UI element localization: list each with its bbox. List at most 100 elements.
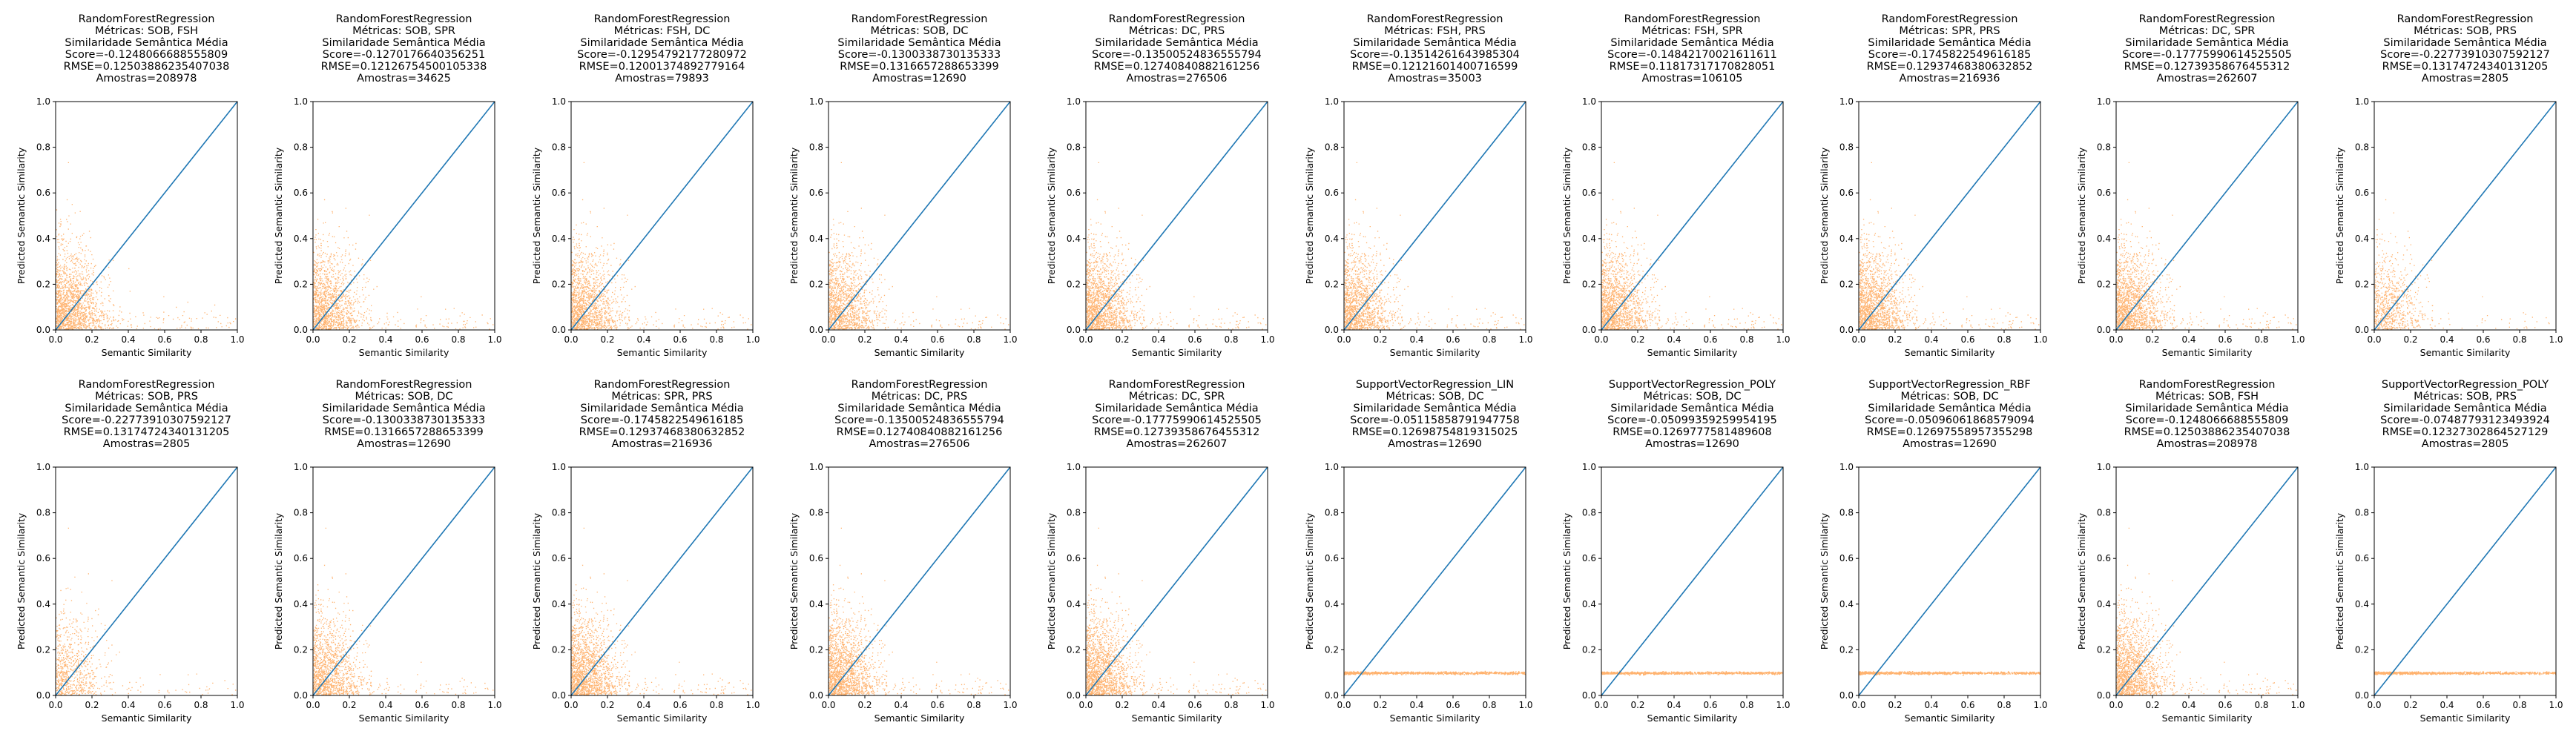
x-tick-label: 0.4 [1409, 700, 1423, 710]
x-tick-label: 0.8 [1482, 700, 1496, 710]
chart-title-line: RMSE=0.12937468380632852 [1867, 61, 2033, 73]
x-tick-label: 0.2 [85, 700, 99, 710]
chart-title-line: Score=-0.1300338730135333 [323, 414, 485, 426]
chart-title-line: RMSE=0.12937468380632852 [579, 426, 745, 438]
chart-title-line: SupportVectorRegression_RBF [1868, 379, 2030, 391]
x-tick-label: 1.0 [2033, 334, 2047, 345]
x-axis-label: Semantic Similarity [102, 712, 192, 724]
axes-frame [2115, 101, 2299, 331]
chart-title-line: Similaridade Semântica Média [2125, 37, 2288, 49]
data-points [571, 467, 753, 695]
y-axis-label: Predicted Semantic Similarity [788, 147, 800, 284]
x-tick-label: 0.6 [415, 700, 429, 710]
x-tick-label: 1.0 [487, 700, 501, 710]
reference-line [1086, 467, 1268, 695]
axes-frame [1858, 101, 2041, 331]
y-tick-label: 0.4 [294, 599, 308, 609]
chart-title-line: Amostras=35003 [1388, 73, 1482, 85]
chart-title-line: Métricas: SOB, DC [870, 25, 968, 37]
data-points [829, 102, 1010, 330]
y-tick-label: 1.0 [1067, 96, 1081, 107]
y-tick-label: 0.6 [1067, 188, 1081, 198]
y-tick-label: 1.0 [294, 96, 308, 107]
x-tick-label: 0.6 [1960, 700, 1974, 710]
y-tick-label: 0.2 [809, 279, 823, 289]
x-tick-label: 1.0 [2033, 700, 2047, 710]
scatter-points [1086, 527, 1268, 695]
y-tick-label: 1.0 [809, 462, 823, 472]
y-tick-label: 0.6 [294, 553, 308, 563]
y-axis-label: Predicted Semantic Similarity [1304, 147, 1315, 284]
x-tick-label: 0.4 [1409, 334, 1423, 345]
x-tick-label: 0.2 [1888, 334, 1902, 345]
chart-title-line: Métricas: DC, SPR [1129, 391, 1225, 403]
x-tick-label: 0.8 [2512, 700, 2526, 710]
x-tick-label: 0.6 [2476, 700, 2490, 710]
y-tick-label: 0.6 [1839, 188, 1854, 198]
y-tick-label: 0.8 [552, 508, 566, 518]
y-tick-label: 0.2 [36, 644, 50, 655]
y-axis-label: Predicted Semantic Similarity [1046, 147, 1057, 284]
x-axis-label: Semantic Similarity [1905, 712, 1995, 724]
y-tick-label: 0.0 [552, 325, 566, 335]
x-tick-label: 0.2 [600, 334, 614, 345]
x-tick-label: 0.4 [2181, 334, 2195, 345]
axes-frame [312, 101, 495, 331]
chart-title-line: RMSE=0.12697558957355298 [1867, 426, 2033, 438]
x-tick-label: 1.0 [745, 334, 760, 345]
chart-title-line: Amostras=12690 [357, 438, 451, 450]
chart-title-line: Similaridade Semântica Média [1868, 403, 2031, 414]
data-points [571, 102, 753, 330]
x-tick-label: 0.8 [1997, 334, 2011, 345]
y-tick-label: 0.6 [1582, 553, 1596, 563]
x-tick-label: 0.6 [2218, 700, 2232, 710]
y-tick-label: 0.6 [1325, 188, 1339, 198]
chart-title-line: SupportVectorRegression_POLY [1609, 379, 1776, 391]
y-tick-label: 0.4 [294, 234, 308, 244]
x-tick-label: 0.2 [857, 700, 872, 710]
y-tick-label: 1.0 [1582, 462, 1596, 472]
y-tick-label: 0.2 [2355, 644, 2369, 655]
axes-frame [1343, 466, 1526, 696]
chart-title-line: Amostras=2805 [103, 438, 191, 450]
y-tick-label: 0.4 [2097, 599, 2111, 609]
data-points [1601, 102, 1783, 330]
chart-title-line: Similaridade Semântica Média [1610, 403, 1773, 414]
y-tick-label: 0.4 [552, 234, 566, 244]
chart-title-line: Similaridade Semântica Média [1095, 403, 1258, 414]
chart-title-line: Score=-0.05096061868579094 [1865, 414, 2035, 426]
x-tick-label: 1.0 [1003, 700, 1017, 710]
y-tick-label: 0.2 [2097, 644, 2111, 655]
y-tick-label: 0.2 [294, 279, 308, 289]
y-tick-label: 0.0 [809, 325, 823, 335]
chart-title-line: Amostras=262607 [1126, 438, 1227, 450]
x-tick-label: 0.4 [1924, 334, 1938, 345]
x-tick-label: 0.0 [1851, 700, 1865, 710]
chart-title-line: RMSE=0.12327302864527129 [2382, 426, 2549, 438]
x-axis-label: Semantic Similarity [2420, 347, 2511, 358]
y-axis-label: Predicted Semantic Similarity [2076, 147, 2087, 284]
x-tick-label: 0.2 [1115, 700, 1129, 710]
reference-line [313, 467, 495, 695]
y-tick-label: 0.2 [1582, 279, 1596, 289]
y-tick-label: 0.4 [1582, 234, 1596, 244]
chart-title-line: Score=-0.1300338730135333 [838, 49, 1001, 61]
x-tick-label: 0.2 [1373, 334, 1387, 345]
x-tick-label: 0.8 [2254, 334, 2268, 345]
x-tick-label: 1.0 [1776, 700, 1790, 710]
x-axis-label: Semantic Similarity [1390, 712, 1480, 724]
x-tick-label: 0.2 [342, 334, 356, 345]
data-points [829, 467, 1010, 695]
y-tick-label: 0.4 [1582, 599, 1596, 609]
y-axis-label: Predicted Semantic Similarity [273, 512, 284, 649]
chart-title-line: Score=-0.1248066688555809 [2126, 414, 2288, 426]
y-tick-label: 0.6 [809, 553, 823, 563]
x-tick-label: 1.0 [1003, 334, 1017, 345]
x-tick-label: 0.0 [564, 700, 578, 710]
axes-frame [1343, 101, 1526, 331]
axes-frame [1085, 101, 1268, 331]
x-tick-label: 0.2 [1373, 700, 1387, 710]
scatter-points [2374, 199, 2556, 330]
